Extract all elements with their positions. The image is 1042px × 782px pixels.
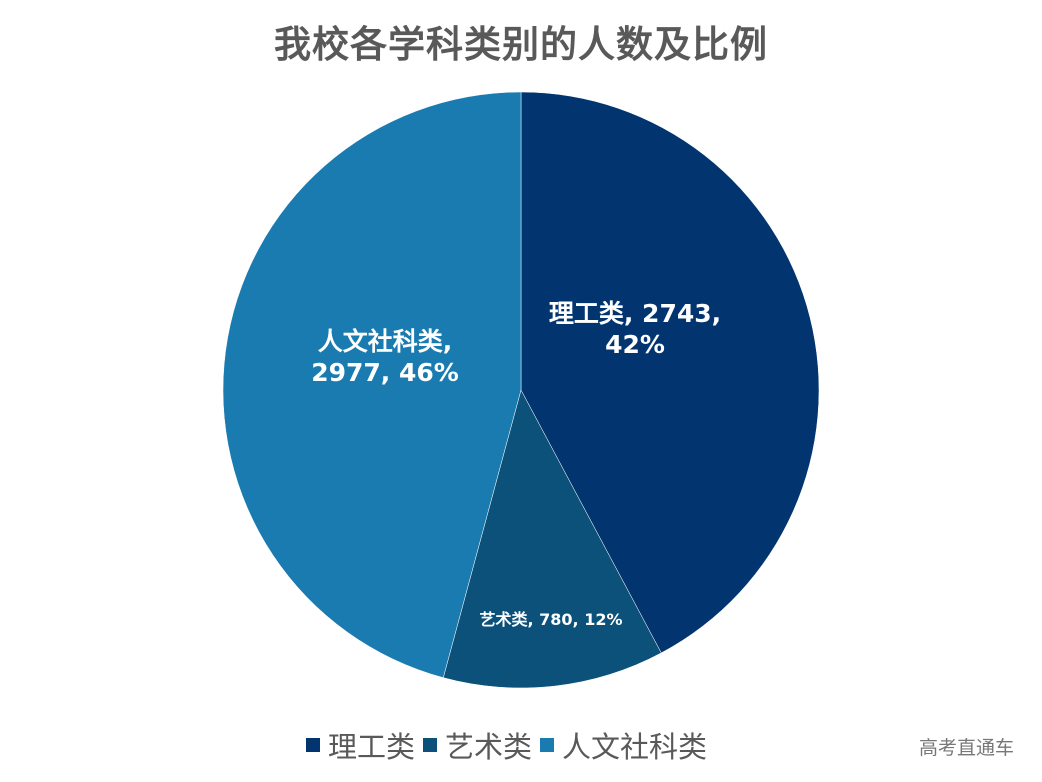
data-label-line: 42%: [605, 330, 665, 360]
data-label-line: 人文社科类,: [317, 327, 453, 356]
legend-item-yishu[interactable]: 艺术类: [423, 724, 532, 766]
watermark: 高考直通车: [918, 737, 1014, 759]
legend: 理工类 艺术类 人文社科类: [306, 724, 715, 766]
data-label-line: 2977, 46%: [311, 358, 459, 388]
legend-swatch-icon: [540, 738, 555, 752]
data-label-ligong: 理工类, 2743, 42%: [540, 298, 730, 361]
legend-label: 人文社科类: [562, 730, 708, 764]
legend-item-renwen[interactable]: 人文社科类: [540, 724, 707, 766]
chart-title: 我校各学科类别的人数及比例: [274, 23, 768, 66]
pie-slice-2[interactable]: [222, 91, 522, 678]
legend-label: 艺术类: [445, 730, 533, 764]
legend-swatch-icon: [306, 738, 320, 752]
data-label-renwen: 人文社科类, 2977, 46%: [290, 326, 480, 389]
legend-swatch-icon: [423, 738, 438, 752]
data-label-line: 理工类, 2743,: [548, 299, 722, 328]
pie-slice-0[interactable]: [520, 91, 820, 654]
legend-label: 理工类: [328, 730, 416, 764]
legend-item-ligong[interactable]: 理工类: [306, 724, 415, 766]
data-label-yishu: 艺术类, 780, 12%: [479, 610, 623, 629]
pie-slice-1[interactable]: [442, 389, 662, 689]
